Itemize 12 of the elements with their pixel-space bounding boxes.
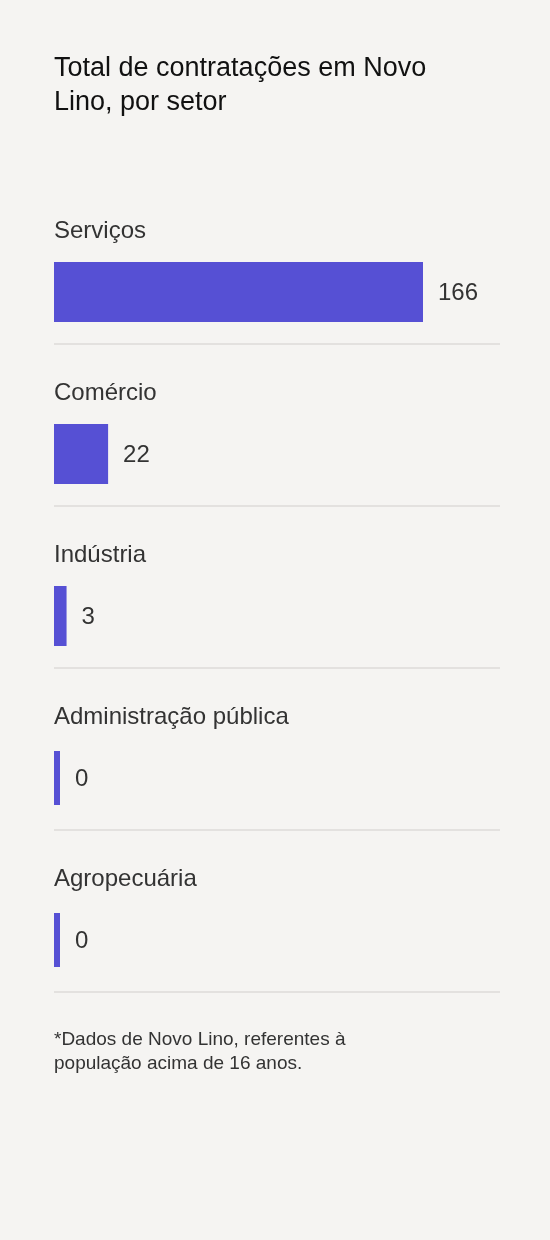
y-tick-label: Agropecuária	[54, 864, 198, 891]
data-label: 0	[75, 926, 89, 953]
data-label: 166	[438, 278, 479, 305]
text: *Dados de Novo Lino, referentes à população acima de 16 anos.	[54, 1028, 346, 1073]
y-tick-label: Comércio	[54, 378, 157, 405]
data-label: 22	[123, 440, 150, 467]
y-tick-label: Indústria	[54, 540, 147, 567]
chart-title: Total de contratações em Novo Lino, por setor	[54, 52, 427, 116]
data-label: 3	[81, 602, 95, 629]
y-tick-label: Serviços	[54, 216, 147, 243]
y-tick-label: Administração pública	[54, 702, 290, 729]
data-label: 0	[75, 764, 89, 791]
